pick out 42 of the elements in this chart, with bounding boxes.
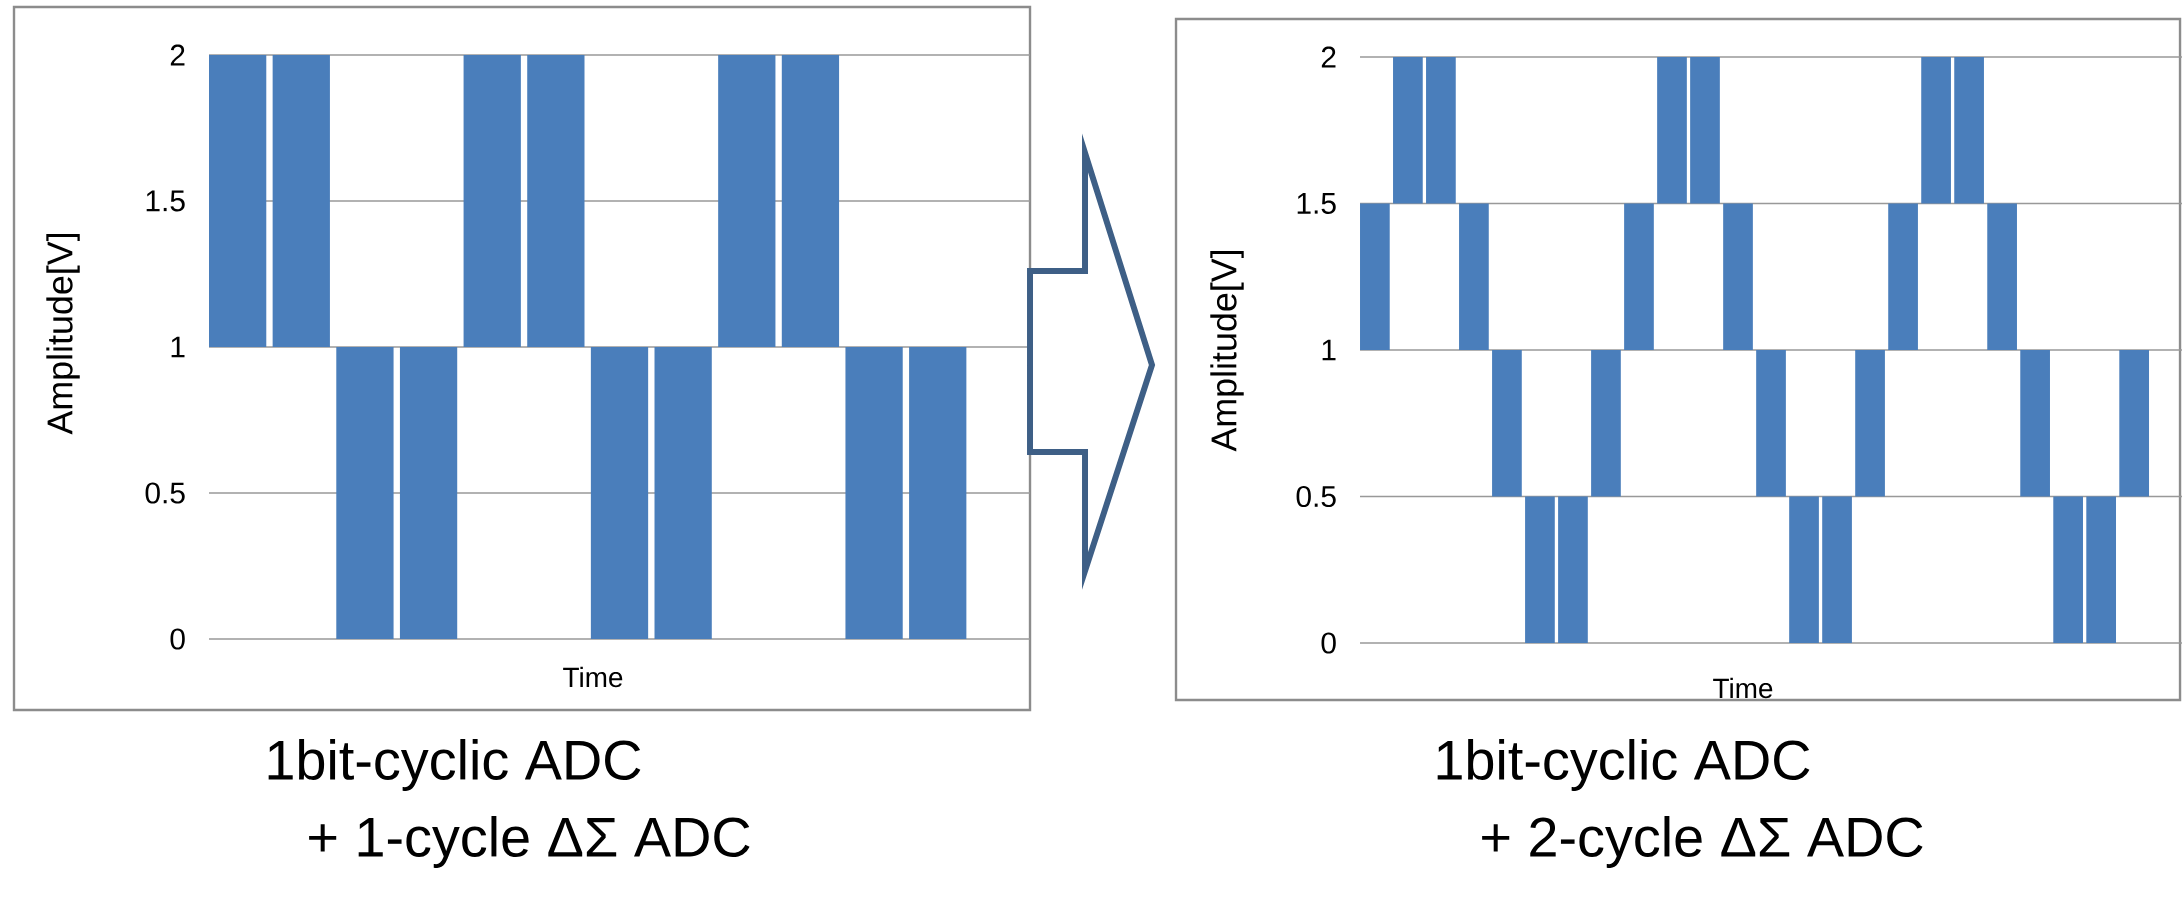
- y-tick-label: 1.5: [146, 190, 185, 212]
- bar: [1921, 56, 1951, 204]
- x-axis-title: Time: [1713, 677, 1773, 699]
- bar: [1756, 349, 1786, 497]
- y-tick-label: 1.5: [1297, 193, 1336, 214]
- bar: [1723, 203, 1753, 350]
- bar: [1426, 56, 1456, 204]
- text: 1bit-cyclic ADC: [1437, 739, 1810, 791]
- y-tick-label: 1: [171, 336, 185, 358]
- bar: [1525, 496, 1555, 643]
- bar: [1591, 349, 1621, 497]
- bar: [2119, 349, 2150, 497]
- bar: [1360, 203, 1390, 350]
- bar: [2086, 496, 2117, 643]
- bar: [1558, 496, 1588, 643]
- bar: [1855, 349, 1885, 497]
- bar: [1888, 203, 1918, 350]
- text: + 1-cycle ΔΣ ADC: [309, 816, 750, 868]
- bar: [1954, 56, 1984, 204]
- bar: [1393, 56, 1423, 204]
- y-tick-label: 0.5: [1296, 485, 1336, 508]
- y-axis-title: Amplitude[V]: [1210, 250, 1244, 452]
- bar: [1987, 203, 2017, 350]
- bar: [1822, 496, 1852, 643]
- bar: [1459, 203, 1489, 350]
- text: 1bit-cyclic ADC: [268, 739, 641, 791]
- bar: [1657, 56, 1687, 204]
- text: + 2-cycle ΔΣ ADC: [1482, 816, 1923, 868]
- bar: [1492, 349, 1522, 497]
- y-tick-label: 0: [170, 628, 185, 650]
- y-tick-label: 0.5: [145, 482, 185, 504]
- bar: [1690, 56, 1720, 204]
- x-axis-title: Time: [563, 666, 623, 688]
- y-tick-label: 0: [1321, 632, 1336, 654]
- y-tick-label: 2: [170, 44, 185, 66]
- bar: [1789, 496, 1819, 643]
- bar: [1624, 203, 1654, 350]
- y-tick-label: 2: [1321, 46, 1336, 68]
- y-axis-title: Amplitude[V]: [46, 233, 80, 435]
- bar: [2053, 496, 2083, 643]
- y-tick-label: 1: [1322, 339, 1336, 361]
- bar: [2020, 349, 2050, 497]
